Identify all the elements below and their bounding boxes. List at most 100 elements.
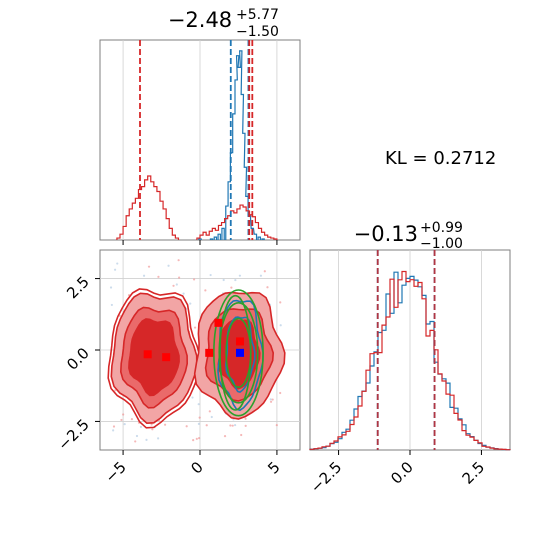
scatter-dot (177, 259, 180, 262)
y-tick-label: 2.5 (63, 273, 93, 303)
scatter-dot (198, 416, 201, 419)
marker-red (143, 350, 152, 359)
green-ellipse (213, 289, 264, 417)
scatter-dot (263, 270, 266, 273)
scatter-dot (197, 403, 200, 406)
scatter-dot (210, 415, 213, 419)
scatter-dot (269, 400, 273, 403)
scatter-dot (157, 275, 160, 278)
scatter-dot (145, 438, 148, 441)
scatter-dot (120, 418, 123, 422)
y-tick-label: 0.0 (63, 344, 93, 374)
scatter-dot (229, 424, 232, 427)
scatter-dot (208, 410, 211, 413)
histogram-series-1 (116, 175, 278, 240)
x-tick-label: −5 (102, 458, 130, 486)
scatter-dot (279, 324, 282, 327)
marker-red (205, 348, 214, 357)
scatter-dot (110, 303, 113, 307)
scatter-dot (197, 422, 200, 426)
scatter-dot (189, 302, 192, 305)
scatter-dot (269, 398, 272, 401)
y-tick-label: −2.5 (54, 416, 92, 454)
marker-red (236, 337, 244, 346)
kl-annotation: KL = 0.2712 (385, 148, 496, 169)
scatter-dot (231, 424, 234, 427)
scatter-dot (113, 268, 117, 271)
scatter-dot (244, 417, 247, 420)
title-sup: +5.77 (236, 7, 279, 23)
green-ellipse (219, 294, 252, 411)
scatter-dot (139, 425, 143, 428)
scatter-dot (234, 278, 237, 282)
histogram-panel-top-left: −2.48 +5.77 −1.50 (99, 7, 301, 245)
histogram-bars (309, 270, 511, 451)
scatter-dot (279, 301, 282, 304)
quantile-lines (139, 40, 254, 240)
x-tick-label: 0 (187, 458, 206, 477)
scatter-dot (116, 262, 119, 265)
x-ticks: −5 0 5 (102, 450, 284, 486)
histogram-series-0 (198, 50, 265, 240)
scatter-dot (175, 283, 178, 286)
marker-red (214, 318, 223, 327)
histogram-series-1 (309, 270, 511, 451)
y-ticks: −2.5 0.0 2.5 (54, 273, 100, 454)
scatter-dot (135, 434, 139, 438)
histogram-panel-bottom-right: −2.5 0.0 2.5 −0.13 +0.99 −1.00 (307, 220, 511, 497)
scatter-dot (167, 264, 170, 267)
scatter-dot (163, 423, 167, 426)
title-sub: −1.50 (236, 24, 279, 40)
scatter-dot (109, 286, 113, 289)
scatter-dot (234, 423, 237, 427)
scatter-dot (147, 265, 151, 268)
scatter-dot (198, 437, 201, 440)
title-value: −0.13 (354, 222, 418, 246)
scatter-dot (172, 284, 175, 287)
scatter-dot (114, 389, 117, 392)
marker-red (162, 353, 171, 362)
scatter-dot (192, 439, 195, 442)
scatter-dot (151, 428, 154, 431)
density-contour (107, 288, 201, 429)
scatter-panel-bottom-left: −5 0 5 −2.5 0.0 2.5 (54, 249, 301, 486)
scatter-dot (209, 273, 212, 277)
scatter-dot (266, 286, 269, 289)
scatter-dot (178, 276, 181, 279)
histogram-bars (116, 50, 278, 240)
x-tick-label: −2.5 (307, 458, 345, 496)
scatter-dot (185, 425, 188, 428)
scatter-dot (279, 391, 282, 395)
scatter-dot (222, 278, 225, 282)
markers (143, 318, 244, 362)
scatter-dot (275, 423, 278, 427)
scatter-dot (157, 437, 160, 440)
title-sub: −1.00 (420, 236, 463, 252)
grid (338, 250, 482, 450)
scatter-dot (112, 429, 115, 432)
title-sup: +0.99 (420, 220, 463, 236)
title-value: −2.48 (168, 8, 232, 32)
scatter-dot (240, 433, 243, 437)
scatter-dot (192, 278, 196, 281)
scatter-dot (150, 423, 153, 426)
title-bottom-right: −0.13 (354, 222, 418, 246)
scatter-dot (142, 274, 146, 277)
scatter-dot (205, 424, 208, 427)
x-tick-label: 2.5 (459, 458, 489, 488)
title-top-left: −2.48 (168, 8, 232, 32)
x-tick-label: 5 (264, 458, 283, 477)
density-contour (128, 318, 180, 397)
scatter-dot (123, 423, 126, 426)
scatter-dot (122, 413, 125, 416)
x-tick-label: 0.0 (387, 458, 417, 488)
scatter-dot (191, 396, 194, 399)
scatter-dot (193, 326, 197, 329)
scatter-dot (259, 274, 263, 277)
quantile-lines (376, 250, 436, 450)
scatter-dot (244, 424, 247, 427)
scatter-dot (134, 440, 137, 443)
scatter-dot (238, 274, 242, 277)
